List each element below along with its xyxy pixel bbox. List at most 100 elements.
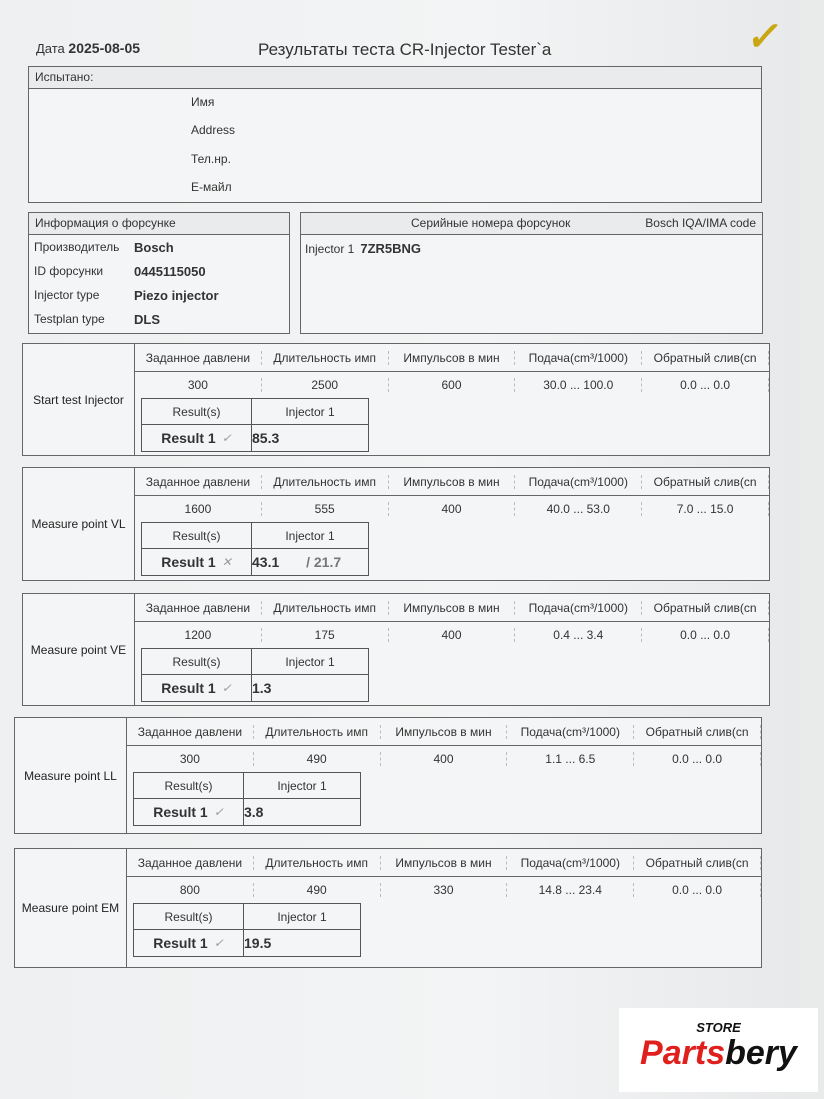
parameter-value: 7.0 ... 15.0	[642, 502, 769, 516]
result-value-cell: 85.3	[252, 425, 368, 451]
serial-row: Injector 1 7ZR5BNG	[301, 235, 762, 262]
serial-heading: Серийные номера форсунок Bosch IQA/IMA co…	[301, 213, 762, 235]
injector-header: Injector 1	[277, 909, 327, 924]
result-value: 19.5	[244, 935, 272, 951]
result-label: Result 1	[153, 804, 208, 820]
column-header: Длительность имп	[254, 855, 381, 870]
date-label: Дата	[36, 41, 65, 56]
info-value: DLS	[134, 311, 160, 327]
parameter-value: 0.0 ... 0.0	[634, 752, 761, 766]
column-header: Импульсов в мин	[381, 855, 508, 870]
parameter-value: 490	[254, 883, 381, 897]
column-header: Длительность имп	[262, 600, 389, 615]
result-table: Result(s) Injector 1 Result 1 ✕ 43.1 / 21.7	[141, 522, 369, 576]
result-secondary-value	[279, 425, 368, 451]
page-title: Результаты теста CR-Injector Tester`a	[258, 40, 552, 59]
result-label: Result 1	[161, 680, 216, 696]
info-key: Injector type	[34, 288, 100, 302]
parameter-value: 600	[389, 378, 516, 392]
parameter-value: 2500	[262, 378, 389, 392]
test-parameters: 300 490 400 1.1 ... 6.5 0.0 ... 0.0	[127, 746, 761, 772]
column-header: Обратный слив(cn	[642, 474, 769, 489]
address-label: Address	[191, 123, 236, 137]
column-header: Подача(cm³/1000)	[507, 724, 635, 739]
contact-heading: Испытано:	[29, 67, 761, 89]
test-parameters: 1200 175 400 0.4 ... 3.4 0.0 ... 0.0	[135, 622, 769, 648]
parameter-value: 30.0 ... 100.0	[515, 378, 643, 392]
date-value: 2025-08-05	[68, 40, 141, 56]
column-header: Подача(cm³/1000)	[515, 350, 643, 365]
serial-label: Injector 1	[305, 242, 355, 256]
result-table: Result(s) Injector 1 Result 1 ✓ 85.3	[141, 398, 369, 452]
result-value: 3.8	[244, 804, 264, 820]
injector-header: Injector 1	[285, 528, 335, 543]
logo-brand-red: Parts	[640, 1034, 726, 1072]
column-header: Подача(cm³/1000)	[515, 474, 643, 489]
column-header: Импульсов в мин	[381, 724, 508, 739]
parameter-value: 400	[381, 752, 508, 766]
info-value: Piezo injector	[134, 287, 219, 303]
result-label-cell: Result 1 ✓	[142, 675, 252, 701]
test-name: Start test Injector	[23, 344, 135, 455]
check-icon: ✓	[221, 431, 232, 445]
column-header: Подача(cm³/1000)	[507, 855, 635, 870]
injector-info-section: Информация о форсунке Производитель Bosch…	[28, 212, 290, 334]
partsbery-logo: STORE Partsbery	[619, 1008, 818, 1092]
test-section: Start test Injector Заданное давлени Длите…	[22, 343, 770, 456]
result-secondary-value	[271, 675, 368, 701]
results-header: Result(s)	[134, 904, 244, 929]
test-name: Measure point EM	[15, 849, 127, 967]
results-header: Result(s)	[142, 523, 252, 548]
column-header: Заданное давлени	[127, 855, 254, 870]
parameter-value: 400	[389, 628, 516, 642]
parameter-value: 300	[135, 378, 262, 392]
result-value-cell: 1.3	[252, 675, 368, 701]
test-section: Measure point VE Заданное давлени Длительн…	[22, 593, 770, 706]
result-label-cell: Result 1 ✓	[134, 930, 244, 956]
parameter-value: 1600	[135, 502, 262, 516]
parameter-value: 1.1 ... 6.5	[507, 752, 635, 766]
column-header: Импульсов в мин	[389, 350, 516, 365]
column-headers: Заданное давлени Длительность имп Импульсо…	[127, 849, 761, 877]
result-value: 43.1	[252, 554, 280, 570]
column-header: Обратный слив(cn	[634, 724, 761, 739]
injector-header: Injector 1	[277, 778, 327, 793]
result-label: Result 1	[161, 430, 216, 446]
parameter-value: 300	[127, 752, 254, 766]
result-value-cell: 3.8	[244, 799, 360, 825]
test-name: Measure point VL	[23, 468, 135, 580]
result-secondary-value	[263, 799, 360, 825]
column-header: Обратный слив(cn	[634, 855, 761, 870]
contact-section: Испытано: Имя Address Тел.нр. E-майл	[28, 66, 762, 203]
code-heading-label: Bosch IQA/IMA code	[645, 216, 756, 230]
email-label: E-майл	[191, 180, 232, 194]
parameter-value: 14.8 ... 23.4	[507, 883, 635, 897]
injector-info-heading: Информация о форсунке	[29, 213, 289, 235]
column-headers: Заданное давлени Длительность имп Импульсо…	[135, 594, 769, 622]
result-label-cell: Result 1 ✕	[142, 549, 252, 575]
result-table: Result(s) Injector 1 Result 1 ✓ 3.8	[133, 772, 361, 826]
column-headers: Заданное давлени Длительность имп Импульсо…	[127, 718, 761, 746]
result-table: Result(s) Injector 1 Result 1 ✓ 19.5	[133, 903, 361, 957]
result-secondary-value	[271, 930, 360, 956]
parameter-value: 0.4 ... 3.4	[515, 628, 643, 642]
result-table: Result(s) Injector 1 Result 1 ✓ 1.3	[141, 648, 369, 702]
info-row: ID форсунки 0445115050	[29, 259, 289, 283]
test-name: Measure point VE	[23, 594, 135, 705]
result-label-cell: Result 1 ✓	[134, 799, 244, 825]
serial-numbers-section: Серийные номера форсунок Bosch IQA/IMA co…	[300, 212, 763, 334]
test-name: Measure point LL	[15, 718, 127, 833]
result-secondary-value: / 21.7	[306, 554, 342, 570]
parameter-value: 0.0 ... 0.0	[634, 883, 761, 897]
column-header: Импульсов в мин	[389, 474, 516, 489]
result-value: 1.3	[252, 680, 272, 696]
info-row: Testplan type DLS	[29, 307, 289, 331]
name-label: Имя	[191, 95, 215, 109]
column-header: Обратный слив(cn	[642, 350, 769, 365]
parameter-value: 490	[254, 752, 381, 766]
check-icon: ✓	[213, 936, 224, 950]
info-value: Bosch	[134, 239, 174, 255]
injector-header: Injector 1	[285, 404, 335, 419]
result-label-cell: Result 1 ✓	[142, 425, 252, 451]
